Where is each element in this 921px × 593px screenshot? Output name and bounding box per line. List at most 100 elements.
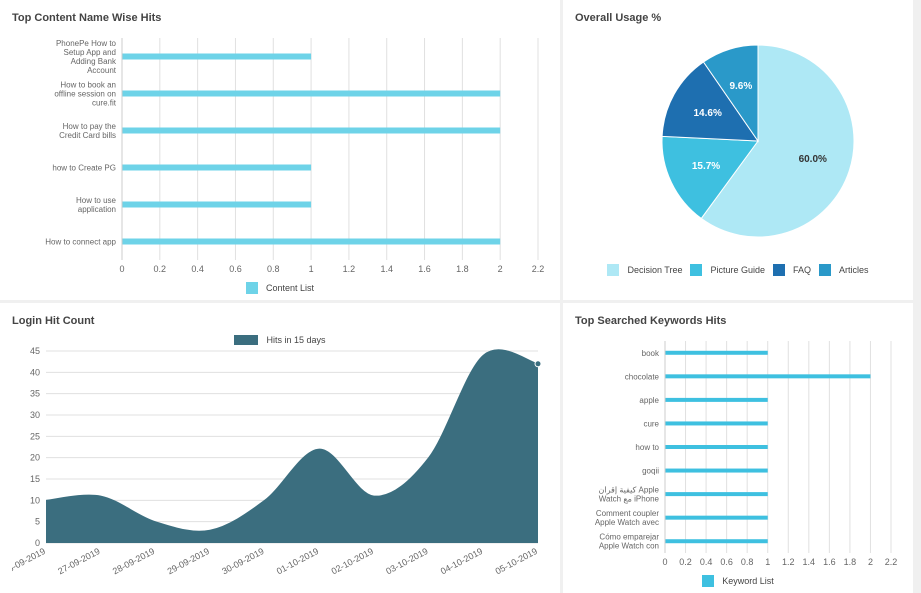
svg-text:01-10-2019: 01-10-2019 <box>275 546 320 576</box>
svg-text:0.4: 0.4 <box>700 557 713 567</box>
svg-text:Adding Bank: Adding Bank <box>71 57 117 66</box>
svg-text:28-09-2019: 28-09-2019 <box>111 546 156 576</box>
svg-text:20: 20 <box>30 453 40 463</box>
login-legend-swatch <box>234 335 258 345</box>
usage-card: Overall Usage % 60.0% 15.7% 14.6% 9.6% Deci… <box>563 0 913 300</box>
usage-legend-label: Decision Tree <box>627 265 682 275</box>
svg-text:PhonePe How to: PhonePe How to <box>56 39 117 48</box>
svg-text:1.4: 1.4 <box>803 557 816 567</box>
svg-text:05-10-2019: 05-10-2019 <box>494 546 539 576</box>
svg-text:cure.fit: cure.fit <box>92 99 117 108</box>
top-content-chart: 0 0.2 0.4 0.6 0.8 1 1.2 1.4 1.6 1.8 2 2.2 PhonePe Ho… <box>12 32 548 280</box>
svg-text:26-09-2019: 26-09-2019 <box>12 546 47 576</box>
svg-text:9.6%: 9.6% <box>729 81 752 92</box>
svg-text:How to connect app: How to connect app <box>45 238 116 247</box>
svg-text:كيفية إقران Apple: كيفية إقران Apple <box>599 486 660 495</box>
svg-text:0.2: 0.2 <box>679 557 692 567</box>
svg-text:15.7%: 15.7% <box>692 161 720 172</box>
usage-legend-swatch <box>607 264 619 276</box>
svg-text:2.2: 2.2 <box>885 557 898 567</box>
svg-text:29-09-2019: 29-09-2019 <box>166 546 211 576</box>
svg-text:cure: cure <box>643 419 659 428</box>
svg-text:Account: Account <box>87 66 117 75</box>
svg-text:0.2: 0.2 <box>154 264 167 274</box>
top-content-card: Top Content Name Wise Hits 0 0.2 0.4 0.6 0.8… <box>0 0 560 300</box>
keywords-card: Top Searched Keywords Hits 0 0.2 0.4 0.6 0.8… <box>563 303 913 593</box>
svg-text:Watch مع iPhone: Watch مع iPhone <box>599 495 660 504</box>
svg-text:40: 40 <box>30 367 40 377</box>
top-content-legend-swatch <box>246 282 258 294</box>
svg-text:0.8: 0.8 <box>741 557 754 567</box>
svg-text:1.6: 1.6 <box>418 264 431 274</box>
usage-legend-swatch <box>690 264 702 276</box>
login-legend: Hits in 15 days <box>12 335 548 345</box>
svg-text:book: book <box>642 349 660 358</box>
svg-text:goqii: goqii <box>642 467 659 476</box>
svg-text:0.8: 0.8 <box>267 264 280 274</box>
login-title: Login Hit Count <box>12 315 548 327</box>
svg-text:how to Create PG: how to Create PG <box>52 164 116 173</box>
keywords-legend-swatch <box>702 575 714 587</box>
usage-title: Overall Usage % <box>575 12 901 24</box>
keywords-legend-label: Keyword List <box>722 576 774 586</box>
svg-text:1.2: 1.2 <box>782 557 795 567</box>
svg-text:15: 15 <box>30 474 40 484</box>
svg-text:application: application <box>78 205 116 214</box>
svg-text:offline session on: offline session on <box>54 90 116 99</box>
svg-text:Setup App and: Setup App and <box>64 48 117 57</box>
svg-text:apple: apple <box>639 396 659 405</box>
keywords-title: Top Searched Keywords Hits <box>575 315 901 327</box>
top-content-legend-label: Content List <box>266 283 314 293</box>
svg-text:14.6%: 14.6% <box>693 108 721 119</box>
top-content-title: Top Content Name Wise Hits <box>12 12 548 24</box>
svg-text:03-10-2019: 03-10-2019 <box>384 546 429 576</box>
svg-text:0.6: 0.6 <box>229 264 242 274</box>
top-content-legend: Content List <box>12 282 548 294</box>
usage-legend: Decision TreePicture GuideFAQArticles <box>575 264 901 276</box>
usage-legend-label: Picture Guide <box>710 265 765 275</box>
svg-text:1.4: 1.4 <box>380 264 393 274</box>
svg-text:60.0%: 60.0% <box>799 154 827 165</box>
keywords-legend: Keyword List <box>575 575 901 587</box>
keywords-chart: 00.20.40.60.811.21.41.61.822.2bookchocol… <box>575 335 901 573</box>
usage-chart: 60.0% 15.7% 14.6% 9.6% <box>575 32 901 262</box>
svg-text:0.4: 0.4 <box>191 264 204 274</box>
svg-text:2: 2 <box>868 557 873 567</box>
svg-text:Comment coupler: Comment coupler <box>596 509 659 518</box>
svg-text:1: 1 <box>309 264 314 274</box>
usage-legend-swatch <box>819 264 831 276</box>
svg-text:30: 30 <box>30 410 40 420</box>
svg-text:1: 1 <box>765 557 770 567</box>
login-card: Login Hit Count Hits in 15 days 05101520… <box>0 303 560 593</box>
svg-text:1.6: 1.6 <box>823 557 836 567</box>
svg-text:0: 0 <box>119 264 124 274</box>
usage-legend-label: FAQ <box>793 265 811 275</box>
login-chart: 05101520253035404526-09-201927-09-201928… <box>12 347 548 579</box>
svg-text:How to book an: How to book an <box>60 81 116 90</box>
svg-text:1.2: 1.2 <box>343 264 356 274</box>
svg-text:How to pay the: How to pay the <box>63 122 117 131</box>
usage-legend-swatch <box>773 264 785 276</box>
svg-text:2.2: 2.2 <box>532 264 545 274</box>
svg-text:45: 45 <box>30 347 40 356</box>
svg-text:2: 2 <box>498 264 503 274</box>
svg-text:0: 0 <box>662 557 667 567</box>
svg-text:30-09-2019: 30-09-2019 <box>220 546 265 576</box>
svg-text:25: 25 <box>30 431 40 441</box>
svg-text:1.8: 1.8 <box>456 264 469 274</box>
svg-text:27-09-2019: 27-09-2019 <box>56 546 101 576</box>
svg-text:chocolate: chocolate <box>625 372 660 381</box>
svg-text:35: 35 <box>30 389 40 399</box>
svg-text:Apple Watch avec: Apple Watch avec <box>595 518 659 527</box>
svg-text:0.6: 0.6 <box>720 557 733 567</box>
svg-text:02-10-2019: 02-10-2019 <box>330 546 375 576</box>
svg-text:Cómo emparejar: Cómo emparejar <box>599 533 659 542</box>
svg-text:how to: how to <box>635 443 659 452</box>
svg-text:5: 5 <box>35 517 40 527</box>
svg-text:How to use: How to use <box>76 196 117 205</box>
svg-text:Apple Watch con: Apple Watch con <box>599 542 659 551</box>
svg-text:04-10-2019: 04-10-2019 <box>439 546 484 576</box>
login-legend-label: Hits in 15 days <box>266 335 325 345</box>
svg-text:10: 10 <box>30 495 40 505</box>
svg-text:Credit Card bills: Credit Card bills <box>59 131 116 140</box>
